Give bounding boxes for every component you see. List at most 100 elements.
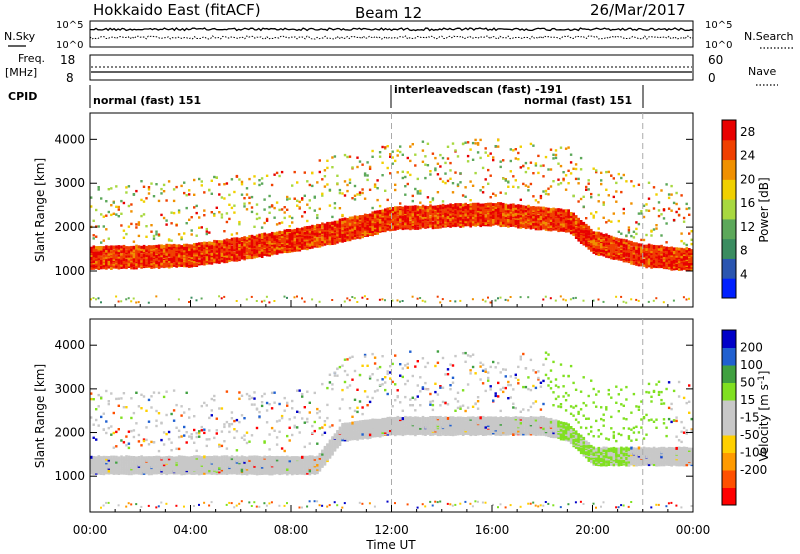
power-cell [130, 300, 133, 303]
power-cell [381, 209, 384, 213]
power-cell [363, 226, 367, 230]
power-cell [607, 237, 611, 241]
power-cell [225, 254, 229, 258]
power-cell [688, 232, 691, 235]
power-cell [381, 298, 384, 301]
power-cell [416, 223, 420, 227]
power-cell [218, 240, 221, 244]
power-cell [268, 205, 271, 209]
power-cell [682, 264, 686, 268]
velocity-cell [188, 416, 191, 419]
power-cell [451, 206, 455, 210]
power-cell [155, 233, 158, 236]
power-cell [559, 212, 563, 216]
power-cell [569, 221, 573, 225]
velocity-cell [160, 460, 163, 464]
power-cell [155, 295, 158, 298]
power-cell [142, 249, 146, 253]
power-cell [562, 171, 565, 174]
power-cell [220, 249, 224, 252]
power-cell [167, 180, 171, 183]
power-cell [200, 297, 203, 300]
velocity-cell [95, 408, 98, 411]
power-cell [200, 254, 204, 258]
power-cell [147, 261, 151, 265]
power-cell [630, 202, 633, 205]
power-cell [416, 219, 420, 223]
power-cell [363, 213, 367, 217]
velocity-cell [183, 455, 186, 459]
power-cell [645, 265, 648, 269]
power-cell [469, 214, 472, 218]
power-cell [662, 258, 666, 262]
power-cell [363, 221, 367, 225]
power-cell [376, 212, 379, 216]
power-cell [308, 206, 311, 210]
power-cell [343, 233, 347, 236]
velocity-cell [165, 456, 168, 459]
velocity-cell [205, 444, 208, 448]
power-cell [203, 259, 206, 263]
power-cell [509, 296, 512, 298]
velocity-cell [125, 406, 128, 409]
velocity-cell [172, 469, 176, 473]
power-cell [579, 241, 583, 244]
power-cell [497, 202, 500, 206]
power-cell [625, 239, 628, 243]
power-cell [147, 245, 151, 249]
velocity-cell [205, 469, 209, 473]
power-cell [225, 260, 229, 264]
power-cell [449, 224, 452, 228]
power-cell [316, 233, 319, 237]
power-cell [675, 262, 678, 266]
power-cell [610, 256, 613, 260]
power-cell [517, 158, 520, 161]
power-cell [549, 219, 553, 222]
power-cell [185, 222, 188, 225]
velocity-cell [155, 469, 158, 473]
power-cell [386, 209, 390, 213]
power-cell [595, 231, 598, 235]
power-cell [125, 232, 128, 236]
power-cell [296, 241, 299, 245]
power-cell [404, 175, 407, 179]
power-cell [313, 240, 317, 244]
power-cell [416, 297, 419, 300]
power-cell [301, 198, 304, 201]
power-cell [620, 238, 623, 242]
power-cell [165, 223, 168, 226]
power-cell [180, 247, 183, 251]
power-cell [479, 205, 482, 209]
power-cell [331, 234, 334, 238]
velocity-cell [97, 466, 101, 470]
power-cell [255, 212, 259, 216]
power-cell [675, 202, 678, 206]
power-cell [316, 181, 319, 184]
power-cell [298, 233, 302, 237]
power-cell [260, 250, 264, 254]
power-cell [145, 225, 148, 228]
power-cell [399, 206, 402, 209]
power-cell [356, 156, 359, 159]
velocity-cell [157, 458, 161, 462]
power-cell [198, 216, 201, 219]
power-cell [539, 225, 543, 229]
power-cell [258, 250, 261, 254]
power-cell [162, 249, 166, 253]
power-cell [195, 249, 199, 253]
power-cell [198, 254, 201, 258]
velocity-cell [130, 503, 133, 506]
velocity-cell [183, 425, 186, 429]
power-cell [655, 265, 658, 269]
power-cell [436, 209, 440, 213]
power-cell [283, 229, 287, 233]
power-cell [326, 183, 329, 186]
power-cell [655, 193, 658, 196]
velocity-cell [172, 468, 176, 471]
power-cell [90, 257, 93, 261]
noise-tick-top-right: 10^5 [705, 20, 732, 31]
power-cell [564, 174, 568, 177]
velocity-cell [195, 435, 198, 439]
power-cell [208, 253, 211, 257]
power-cell [690, 266, 694, 270]
